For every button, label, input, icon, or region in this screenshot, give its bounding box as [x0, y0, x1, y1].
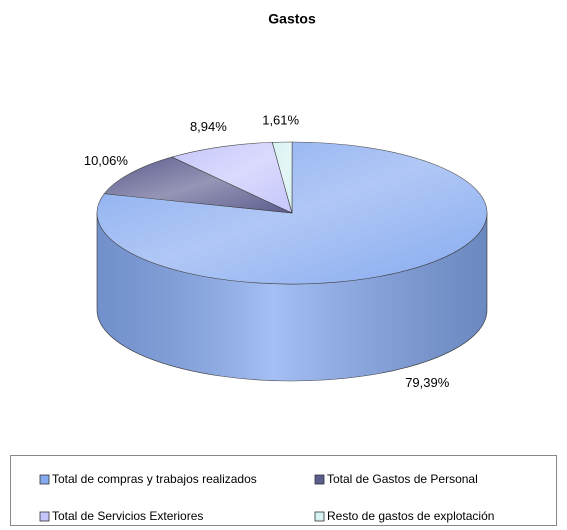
- top-shine: [171, 142, 292, 213]
- legend-swatch: [314, 511, 325, 522]
- data-label: 1,61%: [262, 112, 299, 127]
- data-label: 8,94%: [190, 119, 227, 134]
- legend-label: Resto de gastos de explotación: [327, 509, 494, 523]
- top-shine: [272, 142, 292, 213]
- legend-box: [10, 455, 557, 526]
- legend-swatch: [314, 474, 325, 485]
- side-shade: [97, 213, 487, 381]
- chart-title: Gastos: [268, 11, 316, 27]
- top-shine: [104, 157, 292, 213]
- legend-label: Total de Servicios Exteriores: [52, 509, 203, 523]
- legend-label: Total de Gastos de Personal: [327, 472, 478, 486]
- legend-swatch: [39, 511, 50, 522]
- legend-label: Total de compras y trabajos realizados: [52, 472, 257, 486]
- data-label: 79,39%: [405, 375, 450, 390]
- legend-swatch: [39, 474, 50, 485]
- data-label: 10,06%: [84, 153, 129, 168]
